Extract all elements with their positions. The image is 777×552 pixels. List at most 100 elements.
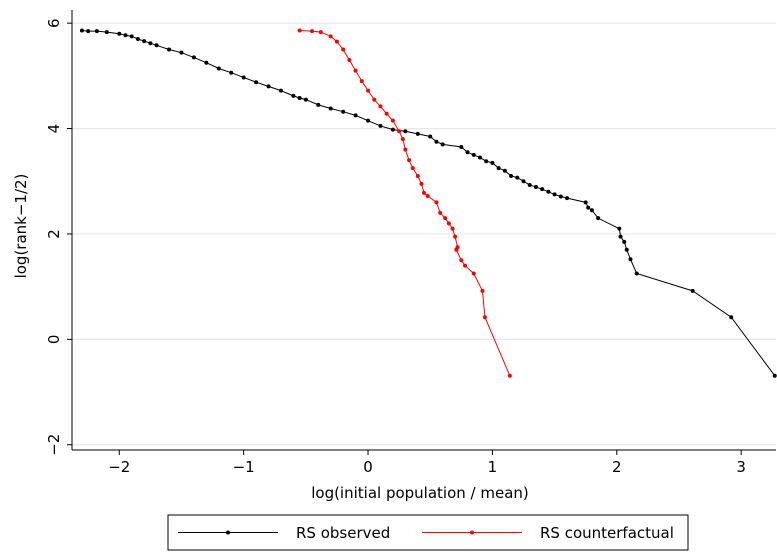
data-point — [425, 194, 430, 199]
y-tick-label: −2 — [45, 434, 63, 456]
data-point — [496, 166, 501, 171]
data-point — [359, 79, 364, 84]
data-point — [86, 29, 91, 34]
data-point — [527, 182, 532, 187]
data-point — [372, 97, 377, 102]
data-point — [443, 216, 448, 221]
data-point — [347, 58, 352, 63]
data-point — [454, 247, 459, 252]
data-point — [480, 288, 485, 293]
data-point — [397, 129, 402, 134]
data-point — [521, 179, 526, 184]
data-point — [583, 200, 588, 205]
data-point — [403, 129, 408, 134]
data-point — [328, 34, 333, 39]
x-tick-label: −1 — [233, 458, 255, 476]
data-point — [502, 168, 507, 173]
data-point — [624, 247, 629, 252]
x-tick-label: −2 — [108, 458, 130, 476]
data-point — [471, 271, 476, 276]
data-point — [179, 50, 184, 55]
data-point — [484, 159, 489, 164]
data-point — [341, 109, 346, 114]
data-point — [167, 47, 172, 52]
data-point — [94, 29, 99, 34]
data-point — [104, 30, 109, 35]
data-point — [463, 263, 468, 268]
x-tick-label: 1 — [488, 458, 498, 476]
data-point — [318, 30, 323, 35]
data-point — [366, 88, 371, 93]
gridlines — [72, 22, 776, 446]
data-point — [254, 80, 259, 85]
series-counterfactual — [297, 28, 512, 378]
y-tick-label: 2 — [45, 229, 63, 239]
data-point — [533, 185, 538, 190]
data-point — [434, 139, 439, 144]
data-point — [123, 33, 128, 38]
data-point — [565, 196, 570, 201]
data-point — [216, 66, 221, 71]
data-point — [407, 158, 412, 163]
data-point — [204, 60, 209, 65]
data-point — [390, 118, 395, 123]
data-point — [446, 221, 451, 226]
data-point — [400, 137, 405, 142]
y-tick-label: 4 — [45, 124, 63, 134]
x-tick-label: 0 — [363, 458, 373, 476]
data-point — [459, 258, 464, 263]
legend-marker-counterfactual — [470, 530, 474, 535]
data-point — [729, 315, 734, 320]
data-point — [341, 47, 346, 52]
data-point — [403, 147, 408, 152]
data-point — [617, 226, 622, 231]
data-point — [450, 226, 455, 231]
data-point — [410, 166, 415, 171]
data-point — [79, 28, 84, 33]
data-point — [482, 315, 487, 320]
data-point — [558, 194, 563, 199]
data-point — [422, 190, 426, 195]
data-point — [384, 111, 389, 116]
data-point — [540, 187, 545, 192]
data-point — [278, 88, 283, 93]
data-point — [509, 173, 514, 178]
data-point — [618, 234, 623, 239]
data-point — [142, 39, 147, 44]
legend: RS observed RS counterfactual — [167, 514, 689, 551]
data-point — [303, 97, 308, 102]
data-point — [353, 113, 358, 118]
data-point — [459, 145, 464, 150]
series-layer — [79, 28, 777, 378]
data-point — [628, 257, 633, 262]
data-point — [690, 288, 695, 293]
x-tick-label: 2 — [612, 458, 622, 476]
data-point — [378, 123, 383, 128]
legend-label-observed: RS observed — [296, 524, 390, 542]
data-point — [266, 84, 271, 89]
data-point — [438, 210, 443, 215]
x-tick-label: 3 — [736, 458, 746, 476]
data-point — [428, 134, 433, 139]
data-point — [415, 131, 420, 136]
data-point — [552, 192, 557, 197]
data-point — [415, 173, 420, 178]
data-point — [291, 93, 296, 98]
data-point — [419, 181, 424, 186]
data-point — [154, 43, 159, 48]
axes: −2 0 2 4 6 −2 −1 0 1 2 3 — [45, 10, 776, 476]
data-point — [471, 152, 476, 157]
data-point — [772, 373, 777, 378]
data-point — [634, 271, 639, 276]
legend-label-counterfactual: RS counterfactual — [540, 524, 674, 542]
data-point — [241, 75, 246, 80]
series-observed — [79, 28, 777, 378]
data-point — [465, 150, 470, 155]
data-point — [390, 127, 395, 132]
data-point — [515, 175, 520, 180]
data-point — [328, 106, 333, 111]
data-point — [366, 118, 371, 123]
data-point — [191, 55, 196, 60]
data-point — [589, 208, 594, 213]
